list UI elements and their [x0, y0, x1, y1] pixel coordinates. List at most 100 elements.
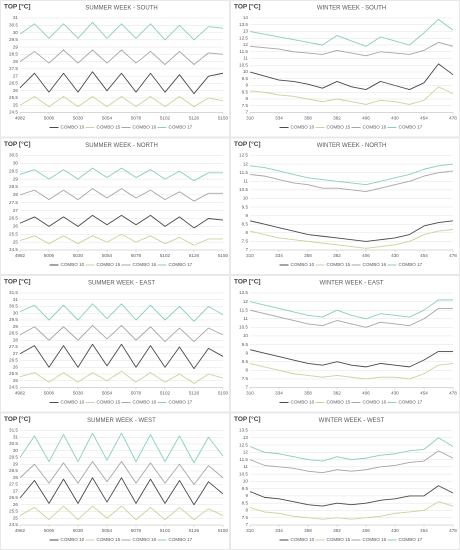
- x-tick-label: 4982: [15, 253, 26, 258]
- x-tick-label: 454: [420, 253, 428, 258]
- y-tick-label: 25.5: [9, 231, 18, 236]
- y-tick-label: 12: [243, 161, 249, 166]
- y-tick-label: 11: [243, 464, 248, 469]
- x-tick-label: 5030: [73, 528, 84, 533]
- series-line: [249, 437, 454, 462]
- legend-label: COMBO 17: [169, 262, 193, 267]
- y-tick-label: 8.5: [242, 89, 249, 94]
- panel-border: [0, 0, 230, 138]
- y-tick-label: 9: [245, 493, 248, 498]
- x-tick-label: 478: [449, 528, 457, 533]
- y-tick-label: 27.5: [9, 66, 18, 71]
- x-tick-label: 5030: [73, 116, 84, 121]
- y-tick-label: 9: [245, 83, 248, 88]
- x-tick-label: 310: [246, 391, 254, 396]
- y-tick-label: 12.5: [239, 153, 248, 158]
- x-tick-label: 310: [246, 116, 254, 121]
- y-tick-label: 28.5: [9, 331, 18, 336]
- y-tick-label: 10: [243, 196, 249, 201]
- y-tick-label: 30: [13, 30, 19, 35]
- y-tick-label: 29.5: [9, 37, 18, 42]
- y-tick-label: 11.5: [239, 49, 248, 54]
- y-axis-label: TOP [°C]: [234, 415, 261, 423]
- y-tick-label: 13.5: [239, 22, 248, 27]
- chart-panel: TOP [°C] SUMMER WEEK - SOUTH 24.5 25 25.5 26 2…: [0, 0, 230, 138]
- series-line: [249, 18, 454, 47]
- y-tick-label: 31: [13, 297, 19, 302]
- y-tick-label: 27.5: [9, 200, 18, 205]
- y-tick-label: 25.5: [9, 95, 18, 100]
- y-tick-label: 11: [243, 178, 248, 183]
- y-axis-label: TOP [°C]: [4, 278, 31, 286]
- y-tick-label: 9.5: [242, 204, 249, 209]
- x-tick-label: 406: [362, 116, 370, 121]
- y-tick-label: 24.5: [9, 522, 18, 527]
- x-tick-label: 5030: [73, 391, 84, 396]
- legend-label: COMBO 15: [327, 537, 351, 542]
- legend-label: COMBO 16: [133, 125, 157, 130]
- y-tick-label: 27: [13, 351, 19, 356]
- chart-title: WINTER WEEK - NORTH: [317, 143, 387, 149]
- x-tick-label: 334: [275, 253, 283, 258]
- x-tick-label: 5078: [131, 528, 142, 533]
- x-tick-label: 5126: [189, 253, 200, 258]
- y-tick-label: 8: [245, 96, 248, 101]
- series-line: [19, 233, 223, 246]
- y-tick-label: 9.5: [242, 342, 249, 347]
- legend-label: COMBO 15: [327, 125, 351, 130]
- y-tick-label: 11: [243, 56, 248, 61]
- y-tick-label: 29: [13, 324, 19, 329]
- y-tick-label: 9.5: [242, 76, 249, 81]
- y-tick-label: 26: [13, 224, 19, 229]
- legend-label: COMBO 16: [363, 400, 387, 405]
- y-tick-label: 10: [243, 333, 249, 338]
- x-tick-label: 478: [449, 253, 457, 258]
- y-tick-label: 10.5: [239, 187, 248, 192]
- series-line: [19, 49, 224, 65]
- y-tick-label: 25: [13, 239, 19, 244]
- y-tick-label: 11.5: [239, 170, 248, 175]
- y-tick-label: 10: [243, 69, 249, 74]
- x-tick-label: 4982: [15, 528, 26, 533]
- y-tick-label: 12: [243, 299, 249, 304]
- y-tick-label: 29.5: [9, 317, 18, 322]
- y-tick-label: 25.5: [9, 371, 18, 376]
- series-line: [19, 21, 224, 41]
- series-line: [19, 461, 224, 485]
- y-tick-label: 24.5: [9, 110, 18, 115]
- x-tick-label: 430: [391, 391, 399, 396]
- x-tick-label: 478: [449, 391, 457, 396]
- x-tick-label: 358: [304, 391, 312, 396]
- y-tick-label: 26.5: [9, 81, 18, 86]
- x-tick-label: 430: [391, 528, 399, 533]
- y-tick-label: 7: [245, 522, 248, 527]
- y-tick-label: 7: [245, 385, 248, 390]
- legend-label: COMBO 16: [133, 262, 157, 267]
- chart-panel: TOP [°C] SUMMER WEEK - NORTH 24.5 25 25.5 26 2…: [0, 137, 230, 275]
- legend-label: COMBO 10: [291, 400, 315, 405]
- x-tick-label: 5102: [160, 116, 171, 121]
- y-tick-label: 26.5: [9, 358, 18, 363]
- x-tick-label: 5078: [131, 391, 142, 396]
- y-axis-label: TOP [°C]: [234, 3, 261, 11]
- y-tick-label: 28.5: [9, 184, 18, 189]
- x-tick-label: 358: [304, 253, 312, 258]
- y-tick-label: 28.5: [9, 468, 18, 473]
- y-tick-label: 13: [243, 29, 249, 34]
- panel-border: [0, 137, 230, 275]
- x-tick-label: 5102: [160, 528, 171, 533]
- x-tick-label: 358: [304, 528, 312, 533]
- y-axis-label: TOP [°C]: [234, 278, 261, 286]
- y-tick-label: 25.5: [9, 509, 18, 514]
- legend-label: COMBO 10: [61, 262, 85, 267]
- series-line: [249, 220, 454, 242]
- series-line: [19, 188, 223, 202]
- y-tick-label: 30: [13, 161, 19, 166]
- x-tick-label: 382: [333, 253, 341, 258]
- series-line: [19, 214, 224, 229]
- series-line: [249, 450, 454, 474]
- y-tick-label: 26.5: [9, 495, 18, 500]
- y-tick-label: 8: [245, 508, 248, 513]
- chart-title: SUMMER WEEK - WEST: [87, 418, 156, 424]
